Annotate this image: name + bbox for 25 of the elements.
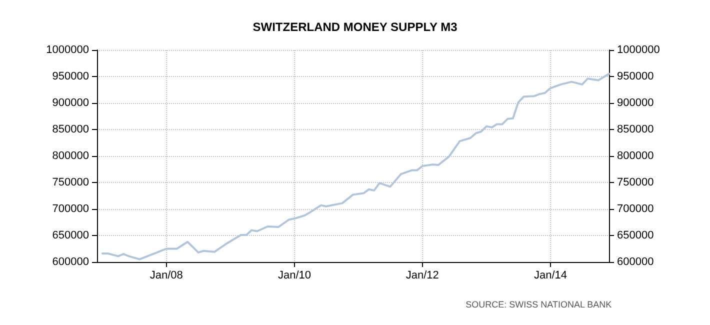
y-tick-label: 600000 [52,256,89,268]
y2-tick-label: 1000000 [617,44,660,56]
y2-tick-label: 600000 [617,256,654,268]
y-tick-label: 700000 [52,203,89,215]
y-tick-label: 950000 [52,70,89,82]
x-tick-label: Jan/10 [278,270,311,282]
y2-tick-label: 950000 [617,70,654,82]
chart-title: SWITZERLAND MONEY SUPPLY M3 [252,20,458,34]
y-tick-label: 650000 [52,230,89,242]
y2-tick-label: 750000 [617,176,654,188]
x-tick-label: Jan/12 [406,270,439,282]
y2-tick-label: 700000 [617,203,654,215]
y-tick-label: 1000000 [46,44,89,56]
y2-tick-label: 650000 [617,230,654,242]
y-tick-label: 750000 [52,176,89,188]
source-note: SOURCE: SWISS NATIONAL BANK [466,300,612,310]
x-tick-label: Jan/08 [150,270,183,282]
y2-tick-label: 800000 [617,150,654,162]
y2-tick-label: 900000 [617,97,654,109]
y-tick-label: 900000 [52,97,89,109]
y-tick-label: 850000 [52,124,89,136]
x-tick-label: Jan/14 [534,270,567,282]
y2-tick-label: 850000 [617,124,654,136]
y-tick-label: 800000 [52,150,89,162]
line-series [101,72,610,260]
